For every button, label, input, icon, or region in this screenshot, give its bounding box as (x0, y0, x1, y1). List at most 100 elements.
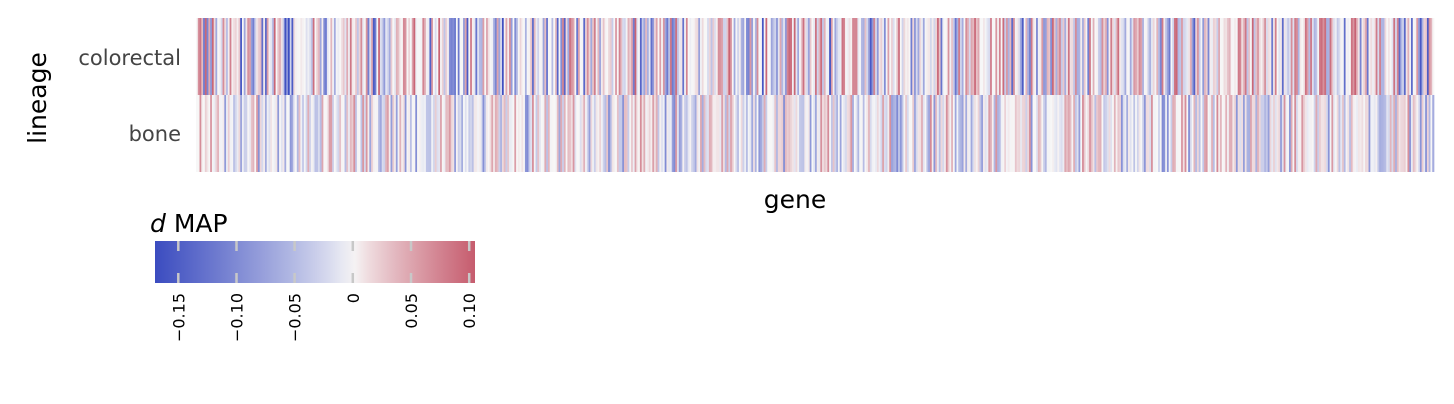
heatmap-cell (432, 95, 436, 172)
heatmap-cell (604, 18, 607, 95)
heatmap-cell (933, 18, 936, 95)
heatmap-cell (901, 18, 904, 95)
heatmap-cell (1366, 18, 1369, 95)
heatmap-cell (800, 95, 803, 172)
heatmap-cell (489, 95, 492, 172)
heatmap-cell (1329, 95, 1332, 172)
heatmap-cell (1152, 18, 1155, 95)
heatmap-cell (1097, 95, 1101, 172)
heatmap-cell (1421, 95, 1424, 172)
heatmap-cell (777, 95, 780, 172)
heatmap-cell (1069, 95, 1072, 172)
heatmap-cell (1303, 18, 1306, 95)
heatmap-cell (201, 95, 204, 172)
heatmap-cell (767, 18, 770, 95)
heatmap-cell (310, 95, 314, 172)
heatmap-cell (997, 95, 1000, 172)
heatmap-cell (351, 18, 354, 95)
heatmap-cell (1288, 18, 1292, 95)
heatmap-cell (608, 18, 611, 95)
heatmap-cell (1216, 18, 1219, 95)
heatmap-cell (482, 95, 485, 172)
heatmap-cell (792, 18, 795, 95)
heatmap-cell (310, 18, 314, 95)
heatmap-cell (958, 95, 961, 172)
heatmap-cell (530, 18, 533, 95)
heatmap-cell (1112, 95, 1115, 172)
heatmap-cell (804, 18, 807, 95)
heatmap-cell (1087, 95, 1090, 172)
heatmap-cell (1165, 18, 1168, 95)
heatmap-cell (776, 18, 779, 95)
heatmap-cell (876, 18, 880, 95)
heatmap-cell (928, 95, 931, 172)
heatmap-cell (282, 95, 285, 172)
heatmap-cell (815, 95, 818, 172)
heatmap-cell (289, 95, 292, 172)
heatmap-cell (1032, 95, 1035, 172)
heatmap-cell (818, 18, 821, 95)
heatmap-cell (664, 95, 667, 172)
heatmap-cell (1405, 18, 1408, 95)
heatmap-cell (1170, 18, 1173, 95)
heatmap-cell (1347, 18, 1350, 95)
heatmap-cell (365, 95, 368, 172)
heatmap-cell (585, 18, 588, 95)
heatmap-cell (634, 18, 637, 95)
heatmap-cell (1073, 95, 1076, 172)
heatmap-cell (968, 95, 971, 172)
heatmap-cell (1204, 95, 1207, 172)
heatmap-cell (537, 18, 540, 95)
heatmap-cell (556, 95, 559, 172)
heatmap-cell (1409, 18, 1412, 95)
heatmap-cell (673, 95, 676, 172)
heatmap-cell (721, 18, 724, 95)
heatmap-cell (1051, 95, 1055, 172)
heatmap-cell (770, 95, 773, 172)
heatmap-cell (912, 18, 915, 95)
heatmap-cell (931, 95, 934, 172)
heatmap-cell (1119, 18, 1122, 95)
heatmap-cell (678, 18, 681, 95)
heatmap-cell (1365, 18, 1368, 95)
heatmap-cell (427, 18, 430, 95)
heatmap-cell (441, 95, 444, 172)
heatmap-cell (623, 18, 627, 95)
heatmap-cell (784, 95, 788, 172)
heatmap-cell (1342, 18, 1345, 95)
heatmap-cell (1320, 95, 1323, 172)
heatmap-cell (779, 18, 782, 95)
heatmap-cell (698, 95, 701, 172)
heatmap-cell (795, 95, 798, 172)
heatmap-cell (401, 95, 404, 172)
heatmap-cell (974, 95, 977, 172)
heatmap-cell (737, 18, 740, 95)
heatmap-cell (1432, 18, 1435, 95)
heatmap-cell (1356, 95, 1359, 172)
heatmap-cell (1350, 95, 1353, 172)
heatmap-cell (1366, 95, 1369, 172)
heatmap-cell (601, 95, 604, 172)
heatmap-cell (296, 18, 299, 95)
heatmap-cell (1071, 18, 1074, 95)
heatmap-cell (1126, 95, 1129, 172)
heatmap-cell (1412, 95, 1415, 172)
heatmap-cell (742, 95, 745, 172)
heatmap-cell (1013, 95, 1016, 172)
heatmap-cell (834, 95, 837, 172)
heatmap-cell (970, 18, 973, 95)
heatmap-cell (1131, 95, 1134, 172)
heatmap-cell (1179, 18, 1182, 95)
heatmap-cell (855, 18, 858, 95)
heatmap-cell (1338, 95, 1341, 172)
heatmap-cell (1085, 18, 1088, 95)
heatmap-cell (990, 95, 993, 172)
heatmap-cell (312, 95, 315, 172)
heatmap-cell (523, 95, 526, 172)
heatmap-cell (868, 95, 871, 172)
heatmap-cell (837, 18, 841, 95)
heatmap-cell (330, 18, 333, 95)
heatmap-cell (945, 95, 948, 172)
heatmap-cell (954, 95, 957, 172)
heatmap-cell (204, 18, 207, 95)
